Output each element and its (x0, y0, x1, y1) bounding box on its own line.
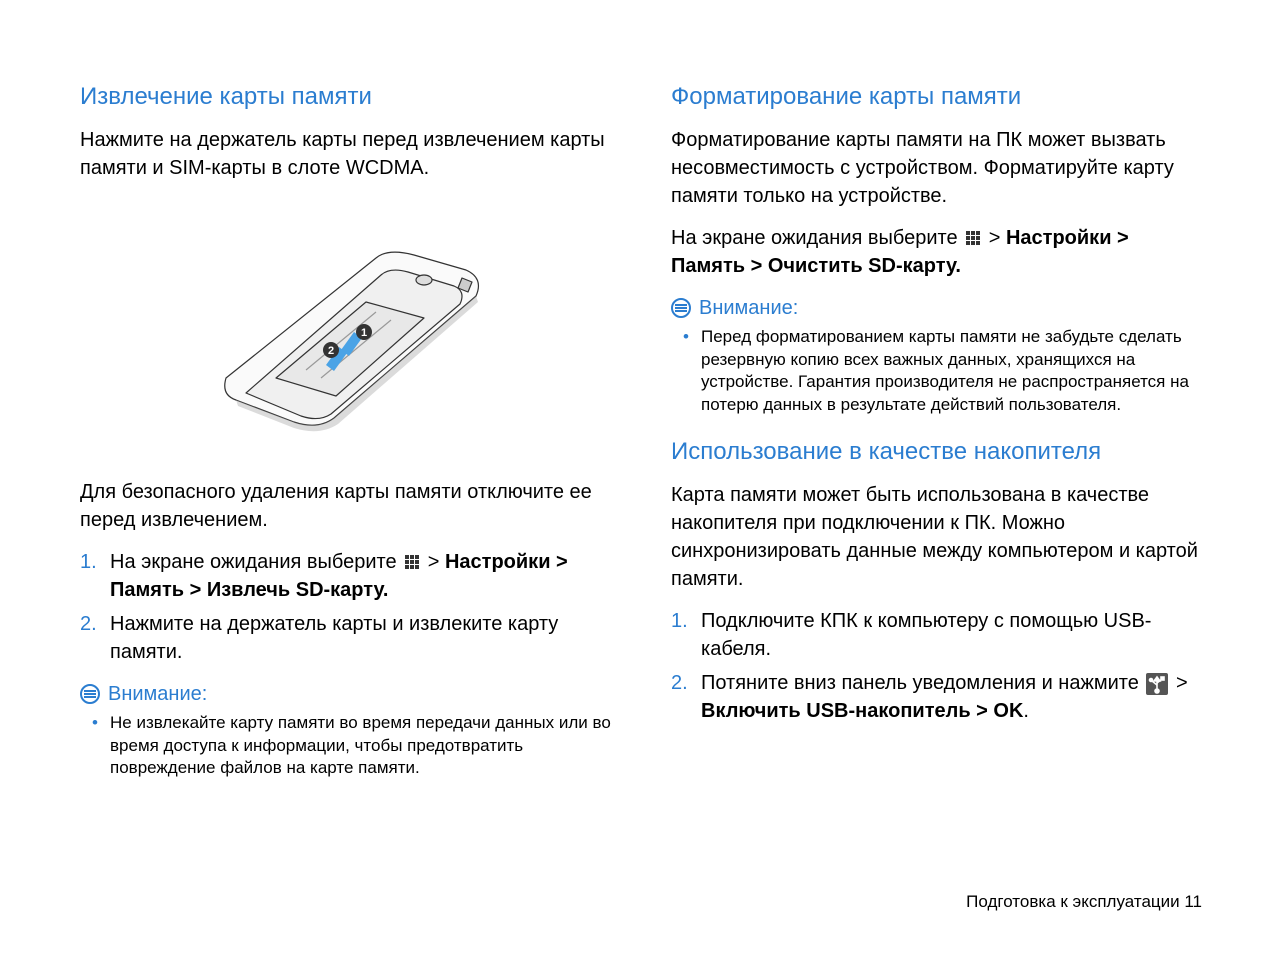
note-title-right: Внимание: (699, 294, 798, 322)
note-list-right: Перед форматированием карты памяти не за… (671, 326, 1202, 418)
attention-icon (671, 298, 691, 318)
step-2-storage: Потяните вниз панель уведомления и нажми… (671, 669, 1202, 725)
step2b-text: > (1170, 672, 1187, 694)
phone-illustration: 1 2 (166, 200, 526, 460)
steps-storage: Подключите КПК к компьютеру с помощью US… (671, 607, 1202, 725)
apps-grid-icon (965, 230, 981, 246)
step-1-extract: На экране ожидания выберите > Настройки … (80, 548, 611, 604)
page-columns: Извлечение карты памяти Нажмите на держа… (80, 80, 1202, 798)
step-1a-text: На экране ожидания выберите (110, 551, 402, 573)
note-list-left: Не извлекайте карту памяти во время пере… (80, 712, 611, 781)
apps-grid-icon (404, 554, 420, 570)
para-extract-intro: Нажмите на держатель карты перед извлече… (80, 126, 611, 182)
para-safe-remove: Для безопасного удаления карты памяти от… (80, 478, 611, 534)
format-path-a: На экране ожидания выберите (671, 227, 963, 249)
note-header-right: Внимание: (671, 294, 1202, 322)
svg-text:2: 2 (327, 345, 333, 357)
step-1-storage: Подключите КПК к компьютеру с помощью US… (671, 607, 1202, 663)
usb-icon (1146, 673, 1168, 695)
step2c-bold: Включить USB-накопитель > OK (701, 700, 1023, 722)
note-block-right: Внимание: Перед форматированием карты па… (671, 294, 1202, 418)
heading-extract-memory: Извлечение карты памяти (80, 80, 611, 114)
note-item-right: Перед форматированием карты памяти не за… (671, 326, 1202, 418)
note-block-left: Внимание: Не извлекайте карту памяти во … (80, 680, 611, 781)
step-1b-text: > (422, 551, 445, 573)
page-footer: Подготовка к эксплуатации 11 (966, 890, 1202, 914)
step2a-text: Потяните вниз панель уведомления и нажми… (701, 672, 1144, 694)
para-format-intro: Форматирование карты памяти на ПК может … (671, 126, 1202, 210)
attention-icon (80, 684, 100, 704)
note-item-left: Не извлекайте карту памяти во время пере… (80, 712, 611, 781)
para-format-path: На экране ожидания выберите > Настройки … (671, 224, 1202, 280)
heading-format-memory: Форматирование карты памяти (671, 80, 1202, 114)
para-storage-intro: Карта памяти может быть использована в к… (671, 481, 1202, 593)
format-path-b: > (983, 227, 1006, 249)
step2d-text: . (1023, 700, 1029, 722)
right-column: Форматирование карты памяти Форматирован… (671, 80, 1202, 798)
step-2-extract: Нажмите на держатель карты и извлеките к… (80, 610, 611, 666)
svg-text:1: 1 (360, 327, 366, 339)
note-header-left: Внимание: (80, 680, 611, 708)
left-column: Извлечение карты памяти Нажмите на держа… (80, 80, 611, 798)
steps-extract: На экране ожидания выберите > Настройки … (80, 548, 611, 666)
note-title-left: Внимание: (108, 680, 207, 708)
heading-storage-use: Использование в качестве накопителя (671, 435, 1202, 469)
